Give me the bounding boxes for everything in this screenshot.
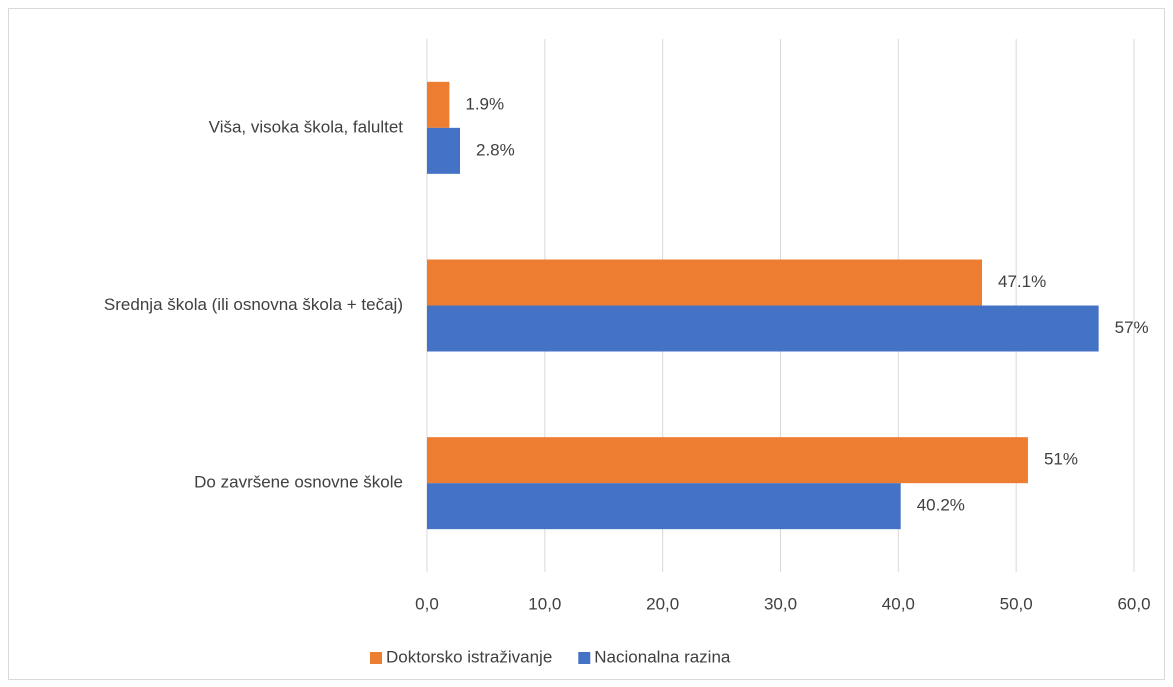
bar bbox=[427, 483, 901, 530]
value-label: 2.8% bbox=[476, 140, 515, 159]
x-tick-label: 20,0 bbox=[646, 594, 679, 613]
value-label: 47.1% bbox=[998, 272, 1046, 291]
legend-label: Doktorsko istraživanje bbox=[386, 647, 552, 666]
legend-swatch bbox=[370, 652, 382, 664]
legend-swatch bbox=[578, 652, 591, 664]
bar bbox=[427, 259, 982, 306]
bar bbox=[427, 81, 450, 128]
y-tick-label: Do završene osnovne škole bbox=[194, 473, 403, 492]
bar bbox=[427, 127, 460, 174]
y-tick-label: Viša, visoka škola, falultet bbox=[209, 117, 404, 136]
x-tick-label: 30,0 bbox=[764, 594, 797, 613]
legend-label: Nacionalna razina bbox=[594, 647, 731, 666]
x-tick-label: 40,0 bbox=[882, 594, 915, 613]
y-tick-label: Srednja škola (ili osnovna škola + tečaj… bbox=[104, 295, 403, 314]
bar bbox=[427, 305, 1099, 352]
value-label: 51% bbox=[1044, 450, 1078, 469]
x-tick-label: 60,0 bbox=[1117, 594, 1150, 613]
x-tick-label: 50,0 bbox=[1000, 594, 1033, 613]
x-tick-label: 10,0 bbox=[528, 594, 561, 613]
value-label: 57% bbox=[1115, 318, 1149, 337]
x-tick-label: 0,0 bbox=[415, 594, 439, 613]
value-label: 1.9% bbox=[465, 94, 504, 113]
bar bbox=[427, 437, 1028, 484]
value-label: 40.2% bbox=[917, 496, 965, 515]
